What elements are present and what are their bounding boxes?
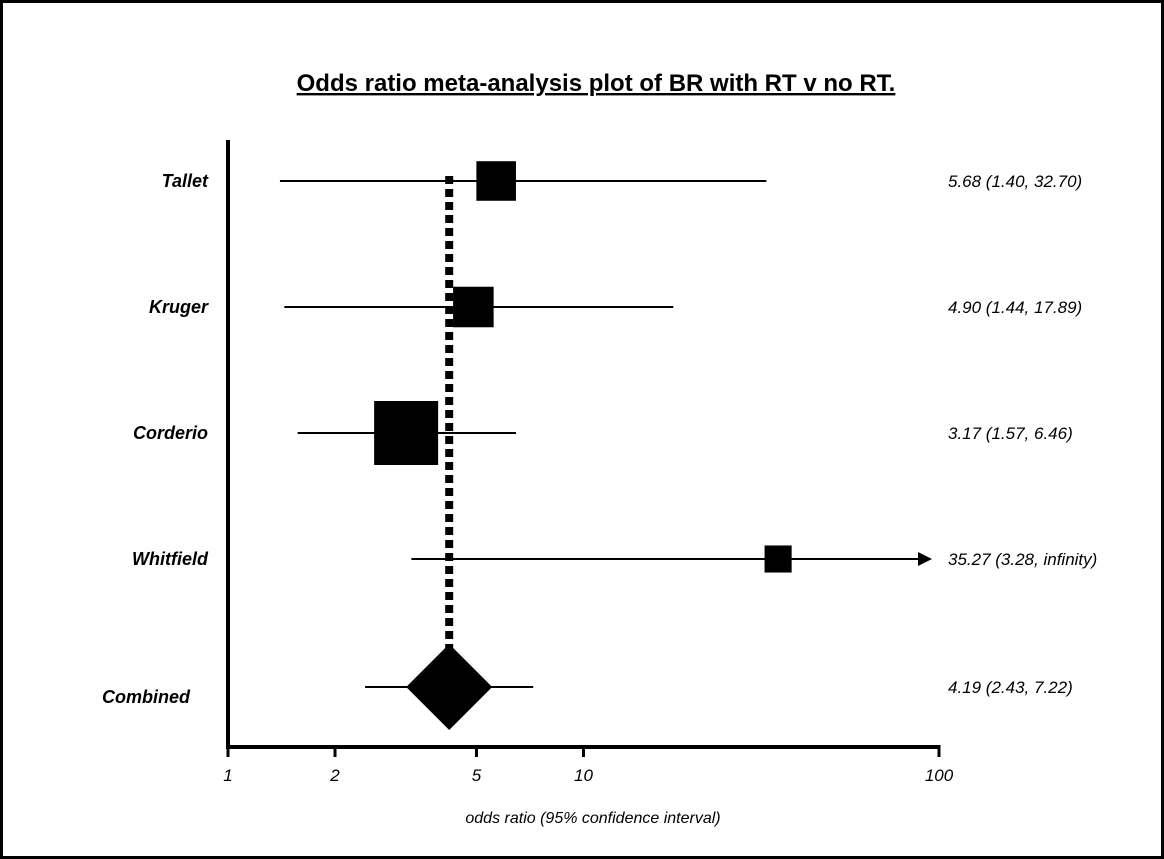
point-estimate-box bbox=[764, 545, 792, 573]
ci-value-text: 4.19 (2.43, 7.22) bbox=[948, 678, 1073, 697]
ci-value-text: 3.17 (1.57, 6.46) bbox=[948, 424, 1073, 443]
x-tick-label: 10 bbox=[574, 766, 593, 785]
study-name: Combined bbox=[102, 687, 191, 707]
study-name: Tallet bbox=[162, 171, 209, 191]
study-row: Tallet 5.68 (1.40, 32.70) bbox=[162, 161, 1082, 201]
ci-value-text: 5.68 (1.40, 32.70) bbox=[948, 172, 1082, 191]
combined-diamond bbox=[406, 644, 493, 730]
study-name: Kruger bbox=[149, 297, 209, 317]
chart-title: Odds ratio meta-analysis plot of BR with… bbox=[297, 70, 896, 97]
x-tick-label: 2 bbox=[329, 766, 340, 785]
ci-value-text: 35.27 (3.28, infinity) bbox=[948, 550, 1097, 569]
x-tick-label: 5 bbox=[472, 766, 482, 785]
study-rows: Tallet 5.68 (1.40, 32.70) Kruger 4.90 (1.44… bbox=[102, 161, 1097, 730]
study-name: Whitfield bbox=[132, 549, 209, 569]
x-axis-title: odds ratio (95% confidence interval) bbox=[465, 810, 720, 827]
point-estimate-box bbox=[476, 161, 516, 201]
study-row: Whitfield 35.27 (3.28, infinity) bbox=[132, 545, 1097, 573]
point-estimate-box bbox=[374, 401, 439, 465]
study-name: Corderio bbox=[133, 423, 208, 443]
ci-value-text: 4.90 (1.44, 17.89) bbox=[948, 298, 1082, 317]
x-tick-label: 100 bbox=[925, 766, 954, 785]
combined-row: Combined 4.19 (2.43, 7.22) bbox=[102, 644, 1073, 730]
point-estimate-box bbox=[453, 286, 494, 328]
axes bbox=[226, 140, 939, 749]
study-row: Kruger 4.90 (1.44, 17.89) bbox=[149, 286, 1082, 328]
ci-arrow-icon bbox=[918, 552, 932, 566]
x-tick-label: 1 bbox=[223, 766, 232, 785]
study-row: Corderio 3.17 (1.57, 6.46) bbox=[133, 401, 1073, 465]
x-ticks: 1 2 5 10 100 bbox=[223, 745, 954, 785]
